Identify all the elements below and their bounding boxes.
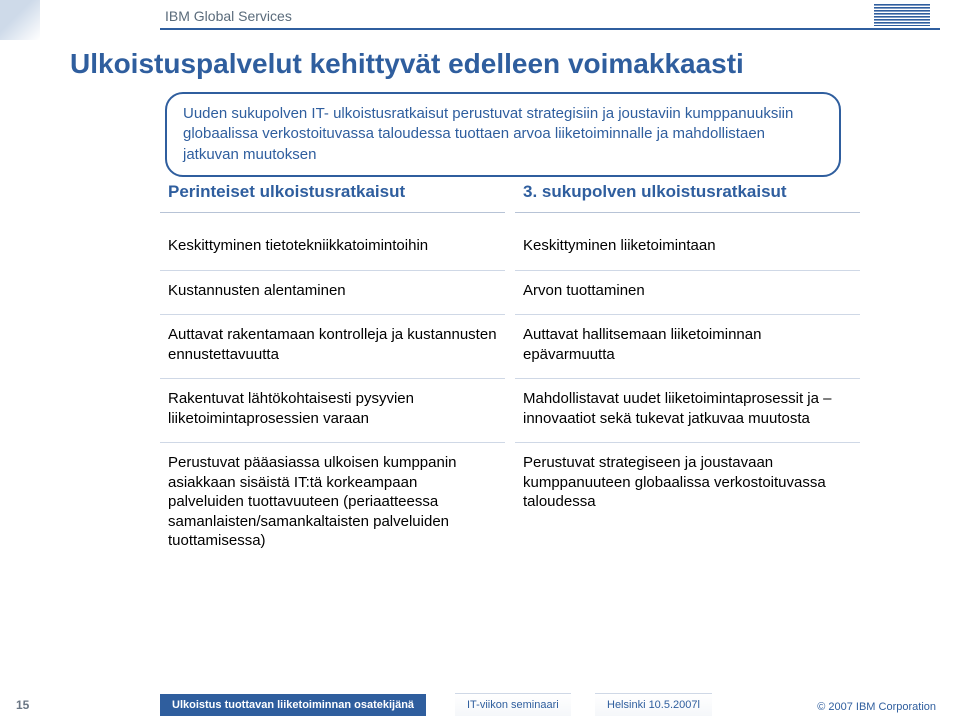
column-header-right: 3. sukupolven ulkoistusratkaisut (515, 176, 860, 213)
table-row: Kustannusten alentaminen Arvon tuottamin… (160, 270, 860, 315)
header-rule (160, 28, 940, 30)
cell-right: Auttavat hallitsemaan liiketoiminnan epä… (515, 314, 860, 378)
ibm-logo-icon (874, 4, 930, 31)
footer: 15 Ulkoistus tuottavan liiketoiminnan os… (0, 692, 960, 716)
cell-right: Arvon tuottaminen (515, 270, 860, 315)
footer-topic: Ulkoistus tuottavan liiketoiminnan osate… (160, 694, 426, 716)
cell-left: Perustuvat pääasiassa ulkoisen kumppanin… (160, 442, 505, 565)
cell-right: Mahdollistavat uudet liiketoimintaproses… (515, 378, 860, 442)
cell-left: Kustannusten alentaminen (160, 270, 505, 315)
table-row: Auttavat rakentamaan kontrolleja ja kust… (160, 314, 860, 378)
header: IBM Global Services (0, 0, 960, 30)
table-row: Keskittyminen tietotekniikkatoimintoihin… (160, 226, 860, 270)
slide: IBM Global Services Ulkoistuspalvelut ke… (0, 0, 960, 716)
table-header-row: Perinteiset ulkoistusratkaisut 3. sukupo… (160, 176, 860, 213)
table-row: Rakentuvat lähtökohtaisesti pysyvien lii… (160, 378, 860, 442)
footer-copyright: © 2007 IBM Corporation (817, 701, 936, 713)
subtitle-callout: Uuden sukupolven IT- ulkoistusratkaisut … (165, 92, 841, 177)
footer-event: IT-viikon seminaari (455, 693, 571, 716)
header-brand: IBM Global Services (165, 8, 292, 24)
comparison-table: Keskittyminen tietotekniikkatoimintoihin… (160, 226, 860, 565)
cell-right: Perustuvat strategiseen ja joustavaan ku… (515, 442, 860, 565)
cell-right: Keskittyminen liiketoimintaan (515, 226, 860, 270)
column-header-left: Perinteiset ulkoistusratkaisut (160, 176, 505, 213)
page-number: 15 (16, 698, 29, 712)
cell-left: Auttavat rakentamaan kontrolleja ja kust… (160, 314, 505, 378)
table-row: Perustuvat pääasiassa ulkoisen kumppanin… (160, 442, 860, 565)
footer-place-date: Helsinki 10.5.2007l (595, 693, 712, 716)
slide-title: Ulkoistuspalvelut kehittyvät edelleen vo… (70, 48, 920, 80)
cell-left: Keskittyminen tietotekniikkatoimintoihin (160, 226, 505, 270)
subtitle-text: Uuden sukupolven IT- ulkoistusratkaisut … (183, 105, 793, 163)
cell-left: Rakentuvat lähtökohtaisesti pysyvien lii… (160, 378, 505, 442)
